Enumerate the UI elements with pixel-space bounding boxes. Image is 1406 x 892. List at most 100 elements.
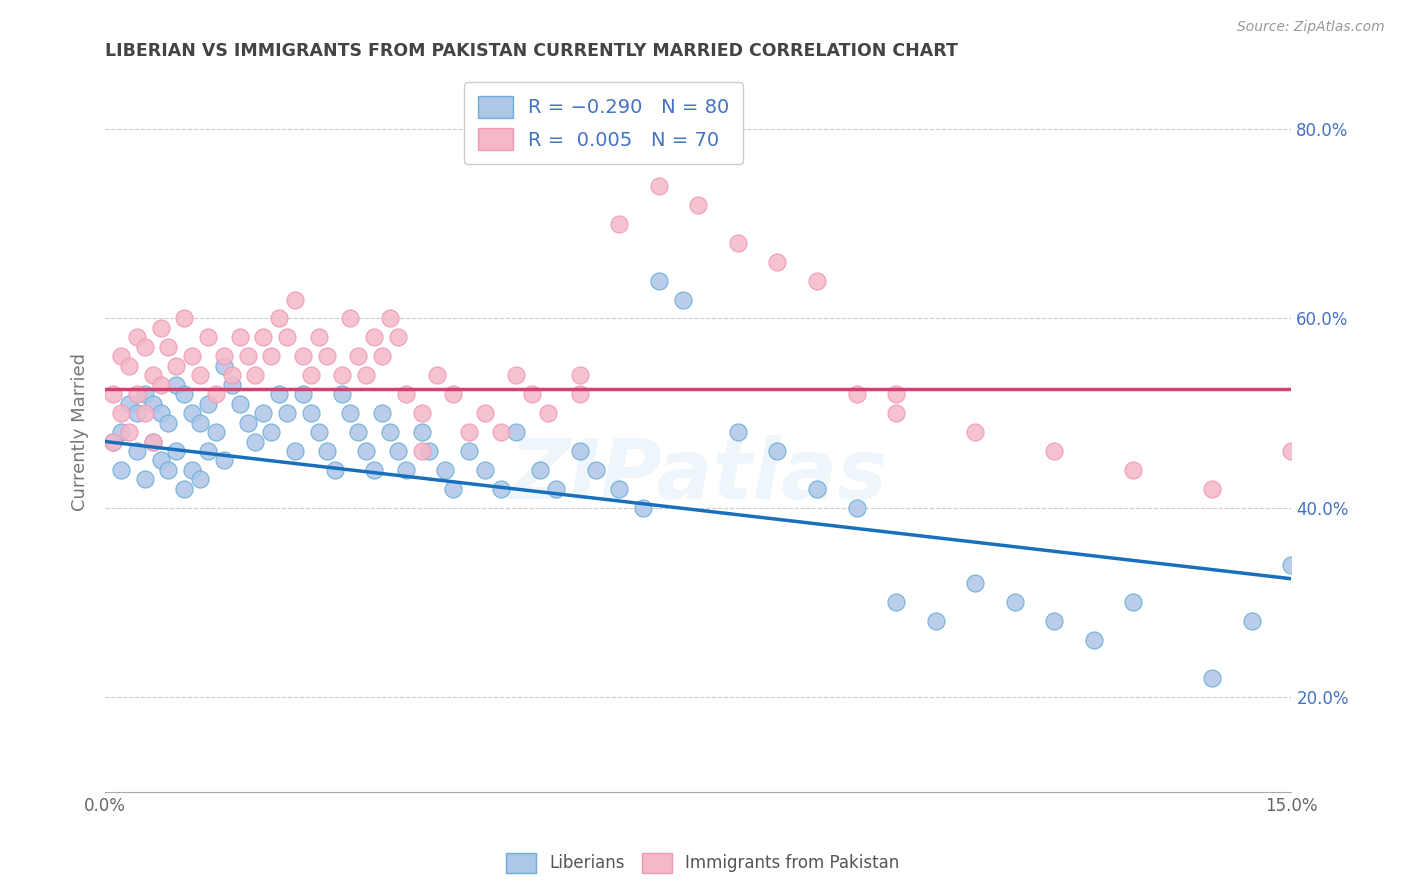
Point	[118, 397, 141, 411]
Point	[188, 472, 211, 486]
Point	[965, 425, 987, 439]
Point	[924, 615, 946, 629]
Point	[110, 425, 132, 439]
Point	[228, 330, 250, 344]
Point	[284, 444, 307, 458]
Point	[212, 359, 235, 373]
Point	[197, 330, 219, 344]
Point	[157, 416, 180, 430]
Point	[332, 368, 354, 383]
Point	[1043, 444, 1066, 458]
Point	[688, 198, 710, 212]
Point	[1122, 595, 1144, 609]
Point	[378, 425, 401, 439]
Point	[125, 387, 148, 401]
Point	[371, 349, 394, 363]
Point	[458, 425, 481, 439]
Point	[339, 406, 361, 420]
Point	[142, 434, 165, 449]
Point	[1083, 633, 1105, 648]
Point	[142, 368, 165, 383]
Point	[418, 444, 440, 458]
Legend: Liberians, Immigrants from Pakistan: Liberians, Immigrants from Pakistan	[499, 847, 907, 880]
Point	[308, 330, 330, 344]
Point	[568, 387, 591, 401]
Point	[125, 444, 148, 458]
Point	[315, 349, 337, 363]
Legend: R = −0.290   N = 80, R =  0.005   N = 70: R = −0.290 N = 80, R = 0.005 N = 70	[464, 82, 742, 164]
Point	[101, 387, 124, 401]
Point	[134, 472, 156, 486]
Point	[568, 444, 591, 458]
Point	[727, 235, 749, 250]
Text: Source: ZipAtlas.com: Source: ZipAtlas.com	[1237, 20, 1385, 34]
Point	[671, 293, 693, 307]
Point	[149, 453, 172, 467]
Point	[276, 330, 298, 344]
Point	[173, 387, 195, 401]
Point	[1240, 615, 1263, 629]
Point	[212, 349, 235, 363]
Point	[354, 368, 377, 383]
Point	[299, 368, 322, 383]
Point	[411, 406, 433, 420]
Point	[125, 330, 148, 344]
Point	[631, 500, 654, 515]
Point	[149, 321, 172, 335]
Point	[269, 387, 291, 401]
Point	[157, 340, 180, 354]
Point	[245, 368, 267, 383]
Point	[315, 444, 337, 458]
Point	[165, 359, 187, 373]
Point	[648, 179, 671, 194]
Point	[188, 368, 211, 383]
Point	[845, 387, 868, 401]
Point	[252, 330, 274, 344]
Point	[260, 349, 283, 363]
Point	[845, 500, 868, 515]
Point	[173, 311, 195, 326]
Point	[110, 463, 132, 477]
Point	[323, 463, 346, 477]
Y-axis label: Currently Married: Currently Married	[72, 353, 89, 511]
Point	[118, 425, 141, 439]
Point	[363, 463, 385, 477]
Point	[260, 425, 283, 439]
Point	[395, 463, 418, 477]
Point	[411, 444, 433, 458]
Point	[363, 330, 385, 344]
Point	[458, 444, 481, 458]
Point	[568, 368, 591, 383]
Point	[522, 387, 544, 401]
Point	[474, 463, 496, 477]
Point	[378, 311, 401, 326]
Point	[165, 444, 187, 458]
Point	[308, 425, 330, 439]
Point	[245, 434, 267, 449]
Point	[766, 444, 789, 458]
Point	[284, 293, 307, 307]
Point	[505, 425, 527, 439]
Point	[181, 349, 204, 363]
Point	[441, 482, 464, 496]
Point	[1281, 444, 1303, 458]
Point	[806, 482, 828, 496]
Point	[884, 406, 907, 420]
Point	[387, 330, 409, 344]
Point	[585, 463, 607, 477]
Point	[291, 349, 314, 363]
Point	[489, 425, 512, 439]
Point	[965, 576, 987, 591]
Point	[537, 406, 560, 420]
Point	[188, 416, 211, 430]
Point	[529, 463, 551, 477]
Point	[205, 425, 228, 439]
Point	[441, 387, 464, 401]
Point	[118, 359, 141, 373]
Point	[806, 274, 828, 288]
Point	[157, 463, 180, 477]
Point	[1281, 558, 1303, 572]
Point	[474, 406, 496, 420]
Point	[181, 406, 204, 420]
Point	[221, 368, 243, 383]
